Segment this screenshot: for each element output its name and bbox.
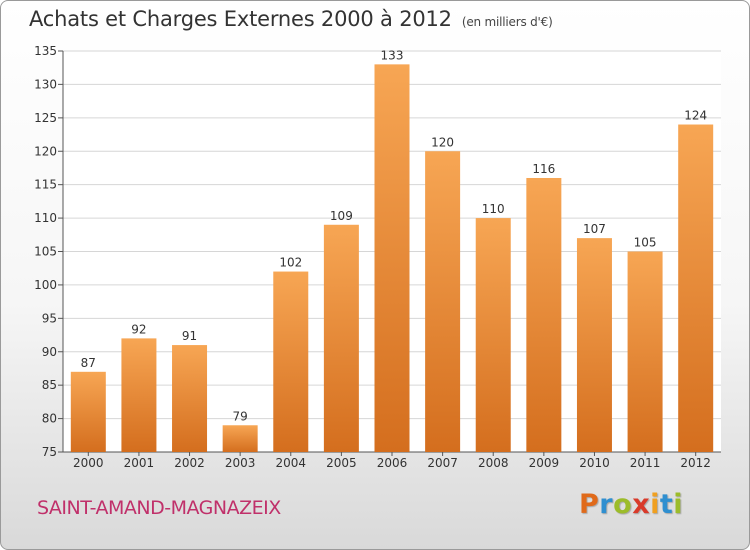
x-tick-label: 2000 xyxy=(73,456,104,470)
data-label: 102 xyxy=(279,256,302,270)
x-tick-label: 2012 xyxy=(680,456,711,470)
data-label: 116 xyxy=(532,162,555,176)
bar xyxy=(526,177,562,452)
bar xyxy=(425,151,461,452)
logo-letter: o xyxy=(613,489,633,520)
y-tick-label: 75 xyxy=(42,445,57,459)
y-tick-label: 105 xyxy=(34,245,57,259)
data-label: 92 xyxy=(131,322,146,336)
y-tick-label: 80 xyxy=(42,412,57,426)
bar xyxy=(323,224,359,452)
logo-letter: P xyxy=(579,489,600,520)
proxiti-logo: Proxiti xyxy=(579,489,683,520)
data-label: 107 xyxy=(583,222,606,236)
data-label: 79 xyxy=(233,409,248,423)
x-tick-label: 2011 xyxy=(630,456,661,470)
title-text: Achats et Charges Externes 2000 à 2012 xyxy=(29,7,452,31)
y-tick-label: 120 xyxy=(34,144,57,158)
y-tick-label: 100 xyxy=(34,278,57,292)
x-tick-label: 2007 xyxy=(427,456,458,470)
data-label: 91 xyxy=(182,329,197,343)
unit-label: (en milliers d'€) xyxy=(461,15,553,29)
logo-letter: i xyxy=(650,489,660,520)
bar xyxy=(273,271,309,452)
data-label: 105 xyxy=(634,236,657,250)
y-tick-label: 95 xyxy=(42,311,57,325)
y-tick-label: 110 xyxy=(34,211,57,225)
bar xyxy=(70,371,106,452)
x-tick-label: 2005 xyxy=(326,456,357,470)
bar xyxy=(172,345,208,452)
data-label: 124 xyxy=(684,109,707,123)
y-tick-label: 115 xyxy=(34,178,57,192)
chart-title: Achats et Charges Externes 2000 à 2012 (e… xyxy=(29,7,553,31)
x-tick-label: 2006 xyxy=(377,456,408,470)
y-tick-label: 125 xyxy=(34,111,57,125)
data-label: 110 xyxy=(482,202,505,216)
x-tick-label: 2003 xyxy=(225,456,256,470)
logo-letter: r xyxy=(599,489,614,520)
data-label: 109 xyxy=(330,209,353,223)
bar xyxy=(678,124,714,453)
y-tick-label: 135 xyxy=(34,44,57,58)
commune-name: SAINT-AMAND-MAGNAZEIX xyxy=(37,497,281,519)
bar xyxy=(374,64,410,452)
data-label: 133 xyxy=(381,48,404,62)
y-tick-label: 130 xyxy=(34,77,57,91)
bar xyxy=(475,218,511,452)
bar xyxy=(576,238,612,452)
bar xyxy=(121,338,157,452)
bar xyxy=(627,251,663,452)
logo-letter: t xyxy=(659,489,674,520)
logo-letter: x xyxy=(632,489,651,520)
data-label: 87 xyxy=(81,356,96,370)
data-label: 120 xyxy=(431,135,454,149)
bar xyxy=(222,425,258,452)
y-tick-label: 90 xyxy=(42,345,57,359)
x-tick-label: 2004 xyxy=(275,456,306,470)
x-tick-label: 2001 xyxy=(124,456,155,470)
x-tick-label: 2008 xyxy=(478,456,509,470)
logo-letter: i xyxy=(673,489,684,520)
x-tick-label: 2010 xyxy=(579,456,610,470)
x-tick-label: 2009 xyxy=(529,456,560,470)
x-tick-label: 2002 xyxy=(174,456,205,470)
y-tick-label: 85 xyxy=(42,378,57,392)
